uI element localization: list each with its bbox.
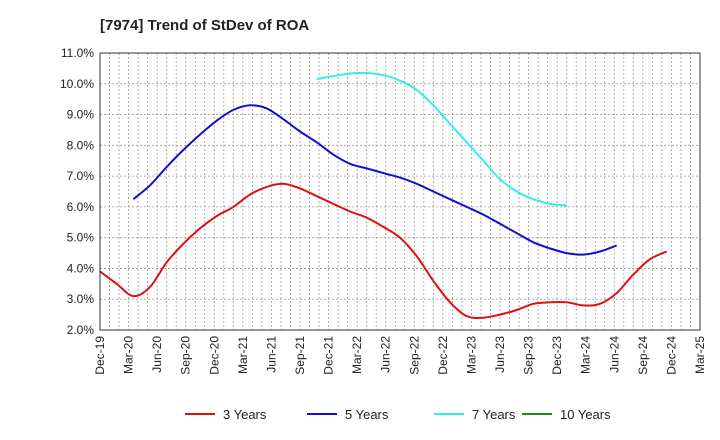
y-tick-label: 6.0% bbox=[67, 200, 95, 214]
x-tick-label: Mar-20 bbox=[122, 336, 136, 374]
x-axis-ticks: Dec-19 Mar-20 Jun-20 Sep-20 Dec-20 Mar-21 Jun-… bbox=[93, 336, 707, 375]
series-line-5-years bbox=[132, 104, 618, 256]
y-tick-label: 8.0% bbox=[67, 138, 95, 152]
series-lines bbox=[99, 71, 668, 319]
x-tick-label: Sep-21 bbox=[293, 336, 307, 375]
x-tick-label: Mar-23 bbox=[464, 336, 478, 374]
y-tick-label: 7.0% bbox=[67, 169, 95, 183]
x-tick-label: Dec-23 bbox=[550, 336, 564, 375]
x-tick-label: Jun-21 bbox=[264, 336, 278, 373]
legend-label-7-years: 7 Years bbox=[472, 407, 516, 422]
y-tick-label: 9.0% bbox=[67, 108, 95, 122]
x-tick-label: Dec-19 bbox=[93, 336, 107, 375]
x-tick-label: Sep-23 bbox=[522, 336, 536, 375]
x-tick-label: Jun-22 bbox=[379, 336, 393, 373]
x-tick-label: Dec-22 bbox=[436, 336, 450, 375]
plot-area-frame bbox=[99, 52, 701, 331]
y-axis-ticks: 2.0% 3.0% 4.0% 5.0% 6.0% 7.0% 8.0% 9.0% 10.0% 11.… bbox=[60, 46, 94, 337]
series-line-7-years bbox=[316, 71, 567, 207]
chart-title: [7974] Trend of StDev of ROA bbox=[100, 17, 309, 34]
x-tick-label: Dec-24 bbox=[664, 336, 678, 375]
legend: 3 Years 5 Years 7 Years 10 Years bbox=[185, 407, 611, 422]
x-tick-label: Sep-24 bbox=[636, 336, 650, 375]
x-tick-label: Mar-25 bbox=[693, 336, 707, 374]
legend-label-10-years: 10 Years bbox=[560, 407, 611, 422]
legend-label-5-years: 5 Years bbox=[345, 407, 389, 422]
x-tick-label: Sep-22 bbox=[407, 336, 421, 375]
x-tick-label: Jun-23 bbox=[493, 336, 507, 373]
x-tick-label: Mar-22 bbox=[350, 336, 364, 374]
x-tick-label: Sep-20 bbox=[179, 336, 193, 375]
y-tick-label: 4.0% bbox=[67, 261, 95, 275]
series-line-3-years bbox=[99, 182, 668, 319]
y-tick-label: 5.0% bbox=[67, 231, 95, 245]
x-tick-label: Dec-20 bbox=[207, 336, 221, 375]
x-tick-label: Mar-24 bbox=[579, 336, 593, 374]
x-tick-label: Mar-21 bbox=[236, 336, 250, 374]
y-tick-label: 10.0% bbox=[60, 77, 94, 91]
x-tick-label: Dec-21 bbox=[322, 336, 336, 375]
x-tick-label: Jun-20 bbox=[150, 336, 164, 373]
x-tick-label: Jun-24 bbox=[607, 336, 621, 373]
legend-label-3-years: 3 Years bbox=[223, 407, 267, 422]
y-tick-label: 2.0% bbox=[67, 323, 95, 337]
y-tick-label: 3.0% bbox=[67, 292, 95, 306]
grid-lines bbox=[99, 52, 701, 331]
y-tick-label: 11.0% bbox=[61, 46, 94, 60]
